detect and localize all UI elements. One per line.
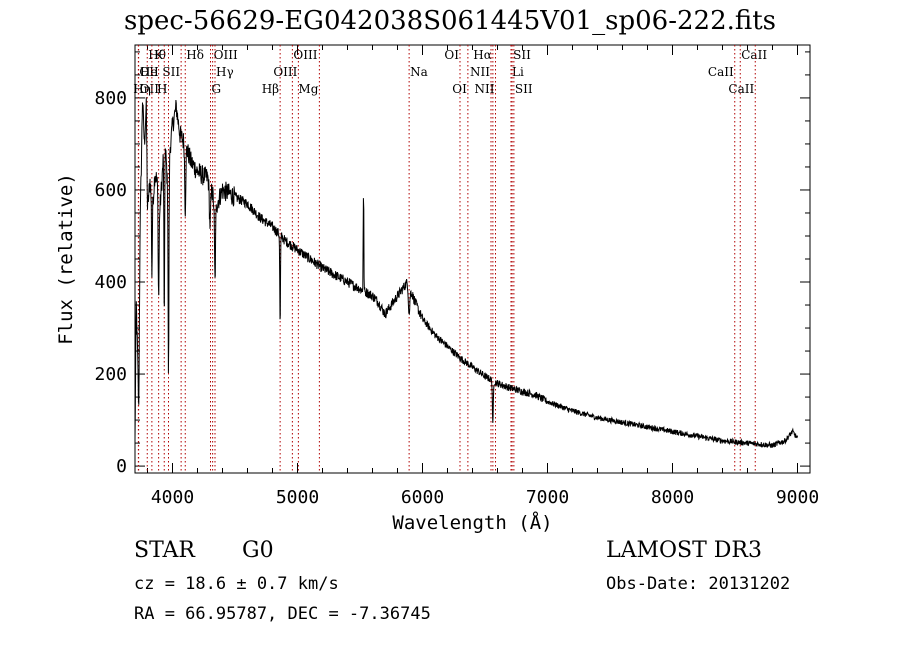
spectral-line-label: OIII — [273, 65, 297, 79]
spectral-line-label: SII — [513, 48, 531, 62]
object-class: STAR — [134, 538, 195, 563]
coordinates: RA = 66.95787, DEC = -7.36745 — [134, 604, 431, 624]
survey-label: LAMOST DR3 — [606, 538, 762, 563]
spectral-line-label: OII — [140, 82, 160, 96]
spectral-line-label: Hγ — [216, 65, 234, 79]
spectrum-line — [134, 97, 798, 449]
chart-title: spec-56629-EG042038S061445V01_sp06-222.f… — [123, 6, 777, 36]
spectral-line-label: Hβ — [262, 82, 279, 96]
plot-frame — [134, 44, 811, 474]
spectral-line-label: Li — [512, 65, 524, 79]
y-axis-label: Flux (relative) — [55, 173, 77, 345]
spectral-line-label: H — [157, 82, 167, 96]
x-tick-label: 7000 — [526, 487, 569, 508]
spectral-line-label: OII — [139, 65, 159, 79]
spectral-line-label: OI — [452, 82, 467, 96]
y-tick-label: 200 — [94, 364, 127, 385]
obs-date: Obs-Date: 20131202 — [606, 574, 791, 594]
spectral-line-label: CaII — [741, 48, 767, 62]
y-tick-label: 0 — [116, 456, 127, 477]
redshift-value: cz = 18.6 ± 0.7 km/s — [134, 574, 339, 594]
spectral-line-label: NII — [470, 65, 490, 79]
x-tick-label: 9000 — [776, 487, 819, 508]
y-tick-label: 400 — [94, 272, 127, 293]
object-subclass: G0 — [242, 538, 274, 563]
x-tick-label: 8000 — [651, 487, 694, 508]
x-axis-label: Wavelength (Å) — [392, 511, 552, 534]
spectral-line-label: SII — [515, 82, 533, 96]
spectral-line-label: OIII — [293, 48, 317, 62]
spectral-line-label: Hα — [473, 48, 492, 62]
spectral-line-label: CaII — [708, 65, 734, 79]
y-tick-label: 600 — [94, 180, 127, 201]
spectral-line-label: Na — [410, 65, 428, 79]
y-tick-label: 800 — [94, 88, 127, 109]
spectral-line-label: He — [140, 65, 158, 79]
spectral-line-label: K — [154, 48, 164, 62]
spectral-line-label: SII — [162, 65, 180, 79]
spectral-line-label: OI — [444, 48, 459, 62]
spectral-line-label: Hη — [133, 82, 151, 96]
x-tick-label: 6000 — [401, 487, 444, 508]
spectral-line-label: OIII — [214, 48, 238, 62]
spectral-line-label: Hδ — [186, 48, 204, 62]
x-tick-label: 4000 — [151, 487, 194, 508]
spectral-line-label: G — [212, 82, 222, 96]
spectral-line-label: Mg — [298, 82, 318, 96]
x-tick-label: 5000 — [276, 487, 319, 508]
spectral-line-label: Hθ — [148, 48, 166, 62]
spectral-line-label: CaII — [728, 82, 754, 96]
spectral-line-label: NII — [475, 82, 495, 96]
